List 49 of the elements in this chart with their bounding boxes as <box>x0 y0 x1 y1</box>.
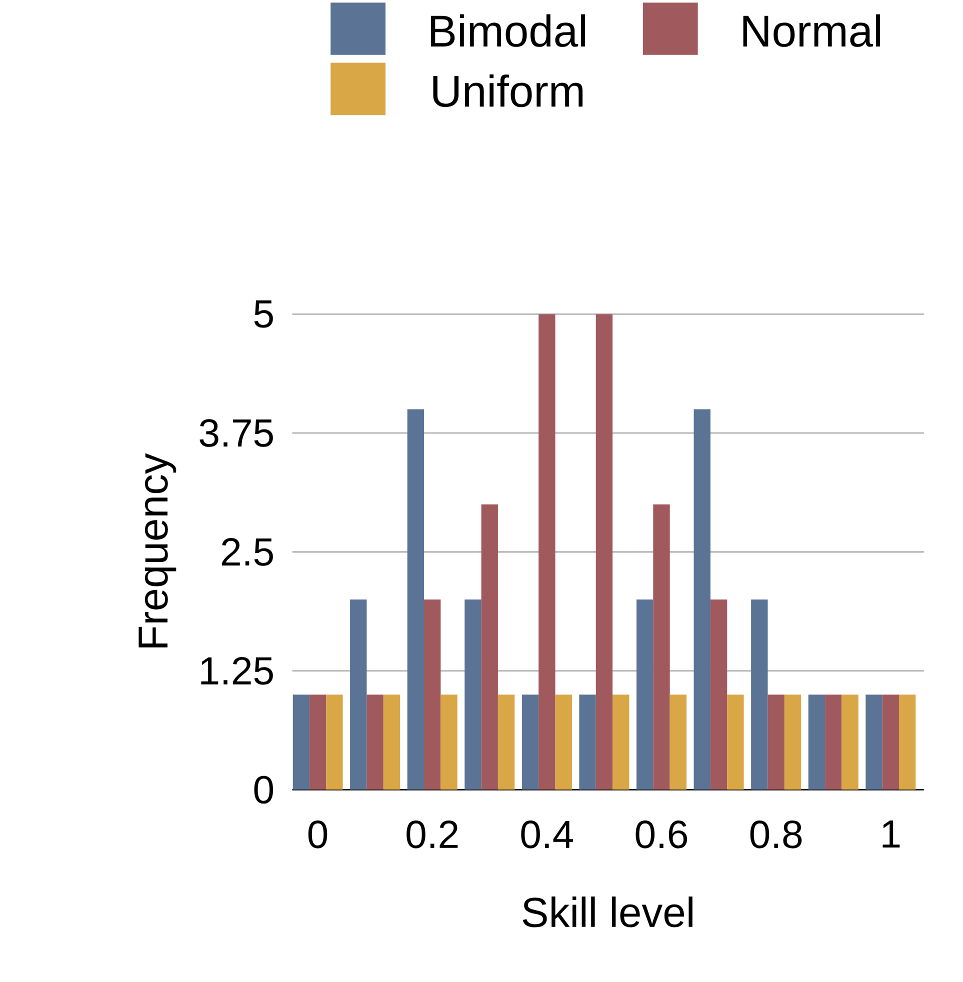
bar <box>751 600 768 790</box>
x-tick-label: 0 <box>308 820 328 848</box>
legend-label: Normal <box>743 14 880 47</box>
bar <box>498 694 515 790</box>
y-tick-label: 5 <box>254 300 273 328</box>
legend-label: Bimodal <box>430 14 585 47</box>
y-tick-label: 0 <box>254 776 273 804</box>
bar <box>898 694 916 790</box>
bar <box>653 504 670 790</box>
bar <box>309 694 326 790</box>
bar <box>407 409 424 790</box>
y-axis-title: Frequency <box>138 453 176 648</box>
y-tick-label: 1.25 <box>201 656 273 685</box>
bar <box>636 600 654 790</box>
bar <box>866 694 882 790</box>
x-axis-title: Skill level <box>522 896 692 928</box>
bar <box>292 694 310 790</box>
y-tick-label: 2.5 <box>222 538 273 566</box>
bar <box>694 409 710 790</box>
bar <box>555 694 572 790</box>
x-tick-label: 0.6 <box>636 820 688 848</box>
bar <box>538 314 556 790</box>
bar <box>727 694 744 790</box>
bar <box>768 694 784 790</box>
legend-label: Uniform <box>433 74 582 108</box>
bar <box>784 694 802 790</box>
bar <box>842 694 858 790</box>
bar <box>710 600 728 790</box>
bar <box>612 694 630 790</box>
bar <box>424 600 441 790</box>
bar <box>481 504 498 790</box>
y-tick-label: 3.75 <box>200 419 273 447</box>
bar <box>882 694 899 790</box>
bar <box>383 694 400 790</box>
bar <box>808 694 825 790</box>
bar <box>670 694 686 790</box>
bar <box>824 694 842 790</box>
bar <box>579 694 596 790</box>
bar <box>596 314 612 790</box>
bar <box>350 600 367 790</box>
bar <box>522 694 539 790</box>
x-tick-label: 0.4 <box>521 820 573 848</box>
x-tick-label: 1 <box>882 820 900 848</box>
x-tick-label: 0.8 <box>750 820 802 848</box>
bar <box>464 600 482 790</box>
bar <box>366 694 384 790</box>
bar <box>326 694 343 790</box>
x-tick-label: 0.2 <box>406 820 458 848</box>
bar <box>440 694 458 790</box>
